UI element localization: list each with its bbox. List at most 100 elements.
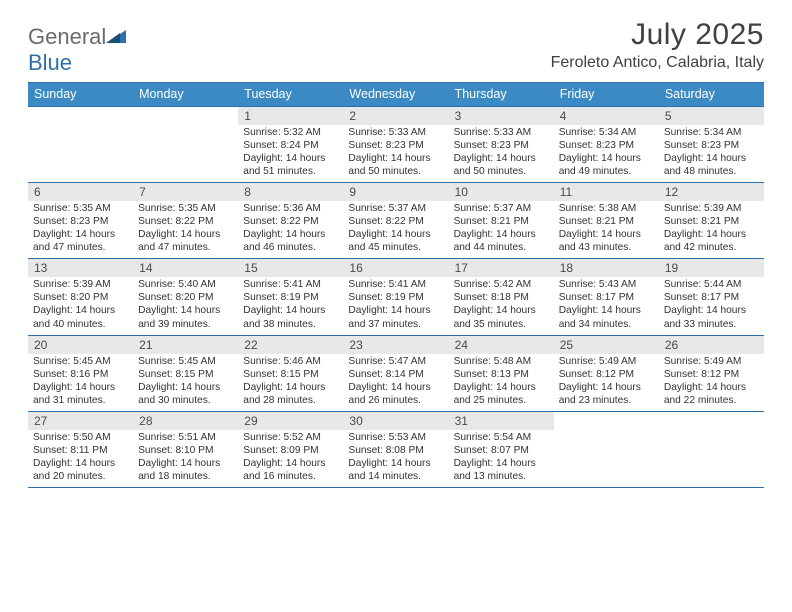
brand-part2: Blue: [28, 50, 72, 75]
day-number: 26: [659, 336, 764, 354]
day-cell: 25Sunrise: 5:49 AM Sunset: 8:12 PM Dayli…: [554, 335, 659, 411]
day-number: 4: [554, 107, 659, 125]
day-cell: 19Sunrise: 5:44 AM Sunset: 8:17 PM Dayli…: [659, 259, 764, 335]
day-body: Sunrise: 5:42 AM Sunset: 8:18 PM Dayligh…: [449, 277, 554, 334]
day-cell: 20Sunrise: 5:45 AM Sunset: 8:16 PM Dayli…: [28, 335, 133, 411]
day-body: Sunrise: 5:41 AM Sunset: 8:19 PM Dayligh…: [343, 277, 448, 334]
day-body: Sunrise: 5:41 AM Sunset: 8:19 PM Dayligh…: [238, 277, 343, 334]
day-number: 18: [554, 259, 659, 277]
day-body: Sunrise: 5:39 AM Sunset: 8:21 PM Dayligh…: [659, 201, 764, 258]
day-number: 28: [133, 412, 238, 430]
day-body: Sunrise: 5:35 AM Sunset: 8:23 PM Dayligh…: [28, 201, 133, 258]
day-cell: 16Sunrise: 5:41 AM Sunset: 8:19 PM Dayli…: [343, 259, 448, 335]
day-cell: 17Sunrise: 5:42 AM Sunset: 8:18 PM Dayli…: [449, 259, 554, 335]
day-number: 30: [343, 412, 448, 430]
day-number: 22: [238, 336, 343, 354]
day-cell: [133, 107, 238, 183]
day-body: [28, 125, 133, 179]
day-cell: [659, 411, 764, 487]
day-body: Sunrise: 5:49 AM Sunset: 8:12 PM Dayligh…: [659, 354, 764, 411]
day-cell: 9Sunrise: 5:37 AM Sunset: 8:22 PM Daylig…: [343, 183, 448, 259]
day-number: [554, 412, 659, 430]
day-number: 21: [133, 336, 238, 354]
day-number: 1: [238, 107, 343, 125]
day-cell: 3Sunrise: 5:33 AM Sunset: 8:23 PM Daylig…: [449, 107, 554, 183]
day-cell: 12Sunrise: 5:39 AM Sunset: 8:21 PM Dayli…: [659, 183, 764, 259]
day-body: Sunrise: 5:35 AM Sunset: 8:22 PM Dayligh…: [133, 201, 238, 258]
day-number: 3: [449, 107, 554, 125]
day-body: Sunrise: 5:51 AM Sunset: 8:10 PM Dayligh…: [133, 430, 238, 487]
day-body: Sunrise: 5:45 AM Sunset: 8:15 PM Dayligh…: [133, 354, 238, 411]
day-number: 11: [554, 183, 659, 201]
day-body: Sunrise: 5:45 AM Sunset: 8:16 PM Dayligh…: [28, 354, 133, 411]
week-row: 27Sunrise: 5:50 AM Sunset: 8:11 PM Dayli…: [28, 411, 764, 487]
dow-sun: Sunday: [28, 83, 133, 107]
day-body: Sunrise: 5:49 AM Sunset: 8:12 PM Dayligh…: [554, 354, 659, 411]
week-row: 1Sunrise: 5:32 AM Sunset: 8:24 PM Daylig…: [28, 107, 764, 183]
day-cell: [28, 107, 133, 183]
day-number: 9: [343, 183, 448, 201]
day-number: 17: [449, 259, 554, 277]
day-cell: 8Sunrise: 5:36 AM Sunset: 8:22 PM Daylig…: [238, 183, 343, 259]
day-cell: 10Sunrise: 5:37 AM Sunset: 8:21 PM Dayli…: [449, 183, 554, 259]
day-body: Sunrise: 5:36 AM Sunset: 8:22 PM Dayligh…: [238, 201, 343, 258]
day-body: Sunrise: 5:47 AM Sunset: 8:14 PM Dayligh…: [343, 354, 448, 411]
day-number: 14: [133, 259, 238, 277]
dow-thu: Thursday: [449, 83, 554, 107]
day-body: [133, 125, 238, 179]
day-number: 23: [343, 336, 448, 354]
dow-sat: Saturday: [659, 83, 764, 107]
day-cell: 5Sunrise: 5:34 AM Sunset: 8:23 PM Daylig…: [659, 107, 764, 183]
day-body: Sunrise: 5:33 AM Sunset: 8:23 PM Dayligh…: [449, 125, 554, 182]
calendar-page: GeneralBlue July 2025 Feroleto Antico, C…: [0, 0, 792, 498]
day-cell: 6Sunrise: 5:35 AM Sunset: 8:23 PM Daylig…: [28, 183, 133, 259]
day-cell: 22Sunrise: 5:46 AM Sunset: 8:15 PM Dayli…: [238, 335, 343, 411]
brand-text: GeneralBlue: [28, 24, 126, 76]
day-number: 19: [659, 259, 764, 277]
day-body: Sunrise: 5:43 AM Sunset: 8:17 PM Dayligh…: [554, 277, 659, 334]
day-cell: 29Sunrise: 5:52 AM Sunset: 8:09 PM Dayli…: [238, 411, 343, 487]
day-cell: 23Sunrise: 5:47 AM Sunset: 8:14 PM Dayli…: [343, 335, 448, 411]
day-cell: 27Sunrise: 5:50 AM Sunset: 8:11 PM Dayli…: [28, 411, 133, 487]
title-block: July 2025 Feroleto Antico, Calabria, Ita…: [551, 18, 764, 72]
day-cell: 26Sunrise: 5:49 AM Sunset: 8:12 PM Dayli…: [659, 335, 764, 411]
day-cell: 2Sunrise: 5:33 AM Sunset: 8:23 PM Daylig…: [343, 107, 448, 183]
dow-fri: Friday: [554, 83, 659, 107]
day-number: 5: [659, 107, 764, 125]
day-body: Sunrise: 5:46 AM Sunset: 8:15 PM Dayligh…: [238, 354, 343, 411]
day-body: Sunrise: 5:50 AM Sunset: 8:11 PM Dayligh…: [28, 430, 133, 487]
dow-row: Sunday Monday Tuesday Wednesday Thursday…: [28, 83, 764, 107]
day-number: 25: [554, 336, 659, 354]
day-body: Sunrise: 5:34 AM Sunset: 8:23 PM Dayligh…: [554, 125, 659, 182]
day-number: 15: [238, 259, 343, 277]
day-body: Sunrise: 5:40 AM Sunset: 8:20 PM Dayligh…: [133, 277, 238, 334]
day-number: 8: [238, 183, 343, 201]
day-number: 6: [28, 183, 133, 201]
day-number: 20: [28, 336, 133, 354]
dow-wed: Wednesday: [343, 83, 448, 107]
week-row: 20Sunrise: 5:45 AM Sunset: 8:16 PM Dayli…: [28, 335, 764, 411]
day-cell: 24Sunrise: 5:48 AM Sunset: 8:13 PM Dayli…: [449, 335, 554, 411]
day-cell: 4Sunrise: 5:34 AM Sunset: 8:23 PM Daylig…: [554, 107, 659, 183]
day-cell: 7Sunrise: 5:35 AM Sunset: 8:22 PM Daylig…: [133, 183, 238, 259]
day-body: [659, 430, 764, 484]
week-row: 13Sunrise: 5:39 AM Sunset: 8:20 PM Dayli…: [28, 259, 764, 335]
day-body: Sunrise: 5:39 AM Sunset: 8:20 PM Dayligh…: [28, 277, 133, 334]
day-number: 27: [28, 412, 133, 430]
week-row: 6Sunrise: 5:35 AM Sunset: 8:23 PM Daylig…: [28, 183, 764, 259]
month-title: July 2025: [551, 18, 764, 52]
day-cell: 18Sunrise: 5:43 AM Sunset: 8:17 PM Dayli…: [554, 259, 659, 335]
day-number: 10: [449, 183, 554, 201]
triangle-icon: [106, 24, 126, 50]
day-number: 13: [28, 259, 133, 277]
day-cell: [554, 411, 659, 487]
header-row: GeneralBlue July 2025 Feroleto Antico, C…: [28, 18, 764, 76]
day-number: 29: [238, 412, 343, 430]
day-number: 31: [449, 412, 554, 430]
calendar-table: Sunday Monday Tuesday Wednesday Thursday…: [28, 82, 764, 487]
day-body: [554, 430, 659, 484]
day-cell: 28Sunrise: 5:51 AM Sunset: 8:10 PM Dayli…: [133, 411, 238, 487]
day-number: 2: [343, 107, 448, 125]
day-body: Sunrise: 5:54 AM Sunset: 8:07 PM Dayligh…: [449, 430, 554, 487]
dow-mon: Monday: [133, 83, 238, 107]
